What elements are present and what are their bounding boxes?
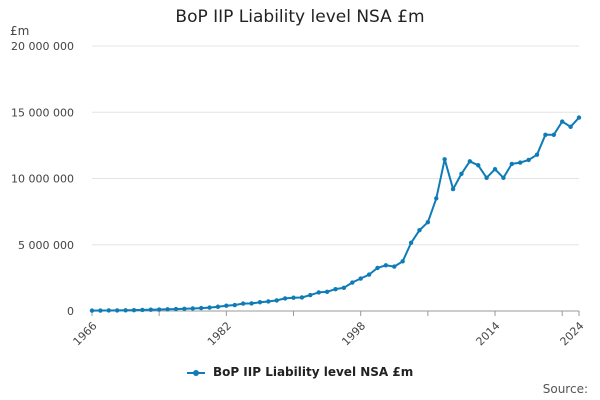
data-point[interactable]: [156, 307, 162, 312]
chart-title: BoP IIP Liability level NSA £m: [175, 7, 425, 27]
data-point[interactable]: [266, 299, 271, 304]
data-point[interactable]: [417, 227, 422, 233]
legend[interactable]: BoP IIP Liability level NSA £m: [0, 365, 600, 379]
data-point[interactable]: [568, 124, 573, 130]
legend-label: BoP IIP Liability level NSA £m: [212, 365, 414, 379]
data-point[interactable]: [198, 305, 204, 311]
data-point[interactable]: [316, 290, 321, 295]
data-point[interactable]: [425, 220, 431, 225]
y-tick-label: 0: [67, 305, 74, 318]
data-point[interactable]: [249, 301, 254, 306]
data-point[interactable]: [534, 152, 540, 157]
data-point[interactable]: [173, 306, 179, 312]
data-point[interactable]: [282, 296, 288, 301]
data-point[interactable]: [98, 308, 103, 313]
data-point[interactable]: [165, 307, 170, 312]
data-point[interactable]: [434, 196, 439, 201]
data-point[interactable]: [375, 265, 380, 271]
data-point[interactable]: [274, 298, 279, 303]
data-point[interactable]: [114, 308, 120, 313]
data-point[interactable]: [215, 304, 221, 309]
x-tick-label: 2024: [558, 319, 587, 348]
data-point[interactable]: [509, 161, 515, 167]
data-point[interactable]: [308, 292, 313, 298]
data-point[interactable]: [467, 159, 473, 164]
y-tick-label: 10 000 000: [11, 173, 74, 186]
data-point[interactable]: [148, 307, 153, 312]
data-point[interactable]: [450, 186, 456, 192]
data-point[interactable]: [140, 307, 145, 313]
x-tick-label: 1982: [205, 319, 234, 348]
data-point[interactable]: [459, 171, 464, 177]
x-tick-label: 1966: [71, 319, 100, 348]
data-point[interactable]: [324, 289, 330, 294]
data-point[interactable]: [333, 286, 338, 292]
data-point[interactable]: [383, 263, 389, 268]
y-tick-label: 5 000 000: [18, 239, 74, 252]
data-point[interactable]: [400, 259, 405, 264]
data-point[interactable]: [291, 295, 296, 300]
data-point[interactable]: [392, 264, 397, 269]
x-tick-label: 1998: [339, 319, 368, 348]
data-point[interactable]: [207, 305, 212, 310]
data-point[interactable]: [576, 115, 582, 120]
data-point[interactable]: [299, 295, 305, 300]
data-point[interactable]: [190, 306, 195, 311]
data-point[interactable]: [89, 308, 95, 313]
data-point[interactable]: [484, 175, 489, 181]
data-point[interactable]: [240, 301, 246, 306]
data-point[interactable]: [182, 306, 187, 312]
axis-layer: 0 5 000 000 10 000 000 15 000 000 20 000 000…: [11, 40, 587, 348]
data-point[interactable]: [358, 276, 363, 281]
data-point[interactable]: [232, 302, 237, 308]
data-point[interactable]: [560, 119, 565, 124]
series-line: [91, 116, 580, 312]
data-point[interactable]: [123, 308, 128, 313]
data-point[interactable]: [341, 285, 347, 291]
data-point[interactable]: [131, 307, 137, 313]
data-point[interactable]: [224, 303, 229, 308]
data-point[interactable]: [501, 175, 506, 181]
source-label[interactable]: Source:: [542, 382, 588, 396]
data-point[interactable]: [526, 157, 531, 163]
data-point[interactable]: [106, 308, 111, 313]
data-point[interactable]: [350, 280, 355, 285]
y-unit-label: £m: [10, 24, 30, 38]
data-point[interactable]: [492, 167, 498, 172]
data-point[interactable]: [442, 157, 447, 162]
grid-layer: [92, 45, 579, 246]
data-point[interactable]: [257, 300, 263, 305]
series-layer: [89, 115, 582, 313]
data-point[interactable]: [476, 163, 481, 168]
data-point[interactable]: [543, 132, 548, 137]
x-tick-label: 2014: [474, 319, 503, 348]
legend-line-icon: [186, 369, 205, 376]
y-tick-label: 20 000 000: [11, 40, 74, 53]
data-point[interactable]: [408, 240, 414, 245]
data-point[interactable]: [366, 272, 372, 277]
y-tick-label: 15 000 000: [11, 106, 74, 119]
data-point[interactable]: [551, 132, 557, 137]
data-point[interactable]: [518, 160, 523, 165]
